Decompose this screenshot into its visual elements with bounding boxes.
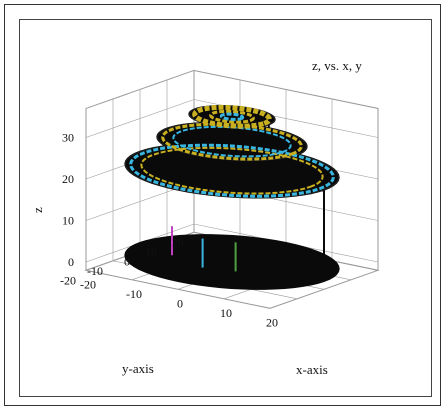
y-grid-line	[85, 108, 271, 309]
x-tick-label: 20	[266, 315, 278, 329]
surface-color-ring	[172, 125, 292, 158]
z-tick-label: 30	[62, 131, 74, 145]
x-tick-label: -20	[80, 277, 96, 291]
x-tick-label: 0	[177, 296, 183, 310]
surface-color-ring	[219, 112, 245, 121]
y-tick-label: 10	[145, 245, 157, 259]
z-axis-label: z	[30, 207, 45, 213]
surface-color-ring	[161, 122, 303, 161]
surface-color-ring	[192, 104, 272, 129]
z-tick-label: 10	[62, 214, 74, 228]
surface-color-ring	[209, 109, 255, 124]
x-tick-label: 10	[220, 306, 232, 320]
y-tick-label: -20	[60, 273, 76, 287]
y-tick-label: -10	[87, 264, 103, 278]
y-axis-label: y-axis	[122, 361, 154, 376]
plot-area	[19, 19, 432, 397]
chart-title: z, vs. x, y	[312, 58, 362, 73]
surface-color-ring	[140, 146, 324, 195]
x-axis-label: x-axis	[296, 362, 328, 377]
y-tick-label: 20	[172, 235, 184, 249]
z-tick-label: 20	[62, 172, 74, 186]
y-tick-label: 0	[124, 254, 130, 268]
surface-body	[124, 104, 340, 290]
x-tick-label: -10	[126, 287, 142, 301]
figure-frame	[4, 4, 441, 406]
z-tick-label: 0	[68, 255, 74, 269]
surface-color-ring	[129, 143, 335, 198]
